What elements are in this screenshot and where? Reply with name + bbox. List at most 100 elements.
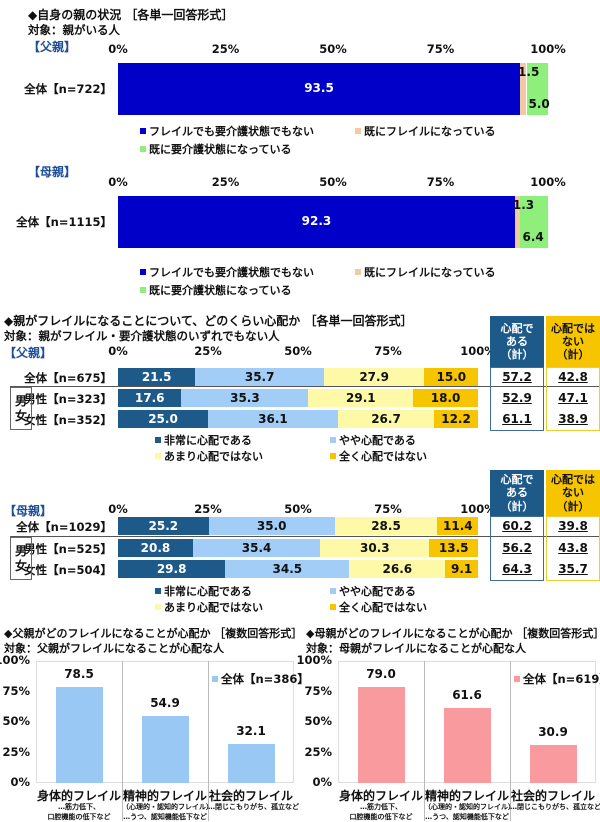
axis-tick-label: 50%: [319, 42, 347, 56]
bar-segment-0: 25.0: [118, 410, 208, 428]
group-label-mother: 【母親】: [28, 165, 77, 179]
summary-value: 38.9: [558, 412, 588, 426]
bar: [55, 687, 103, 783]
data-label: 61.6: [452, 687, 482, 702]
legend-label: 非常に心配である: [164, 434, 252, 447]
legend-label: あまり心配ではない: [164, 601, 263, 614]
bar-segment-1: 35.7: [195, 368, 324, 386]
section1-title: ◆自身の親の状況 ［各単一回答形式］: [28, 8, 234, 22]
data-label: 54.9: [150, 696, 180, 711]
stacked-bar-row: 25.2 35.0 28.5 11.4: [118, 517, 479, 535]
y-tick-label: 100%: [0, 653, 30, 667]
legend-swatch: [355, 128, 361, 134]
data-label: 1.5: [518, 65, 540, 79]
summary-value: 39.8: [558, 519, 588, 533]
legend-swatch: [330, 604, 336, 610]
summary-value: 42.8: [558, 370, 588, 384]
axis-tick-label: 100%: [460, 502, 496, 516]
data-label: 32.1: [236, 723, 266, 738]
axis-tick-label: 50%: [319, 175, 347, 189]
data-label: 92.3: [301, 214, 332, 228]
row-label: 男性【n=525】: [24, 542, 112, 556]
row-label: 全体【n=675】: [24, 371, 112, 385]
bar: [529, 745, 577, 783]
axis-tick-label: 75%: [374, 344, 402, 358]
bar-segment-3: 13.5: [429, 539, 478, 557]
category-note: …うつ、認知機能低下など: [425, 813, 509, 821]
category-note: （心理的・認知的フレイル）: [424, 803, 515, 811]
axis-tick-label: 0%: [108, 175, 128, 189]
worried-total-header: 心配で ある （計）: [490, 470, 544, 516]
bar-segment-1: 35.3: [181, 389, 309, 407]
y-tick-label: 75%: [304, 683, 332, 698]
y-tick-label: 50%: [2, 714, 30, 728]
stacked-bar-row: 20.8 35.4 30.3 13.5: [118, 539, 478, 557]
bar-segment-1: 35.0: [208, 517, 335, 535]
category-separator: [510, 661, 511, 821]
legend-item: 既にフレイルになっている: [355, 264, 495, 280]
mother-frailty-title: ◆母親がどのフレイルになることが心配か ［複数回答形式］: [306, 627, 600, 640]
summary-value: 64.3: [502, 562, 532, 576]
gender-label: 男: [14, 543, 27, 558]
y-tick-label: 50%: [304, 714, 332, 728]
bar-segment-1: [514, 196, 521, 248]
category-separator: [122, 661, 123, 821]
legend-label: 全く心配ではない: [339, 450, 427, 463]
bar-segment-0: 21.5: [118, 368, 196, 386]
category-label: 社会的フレイル: [208, 789, 293, 803]
legend-swatch: [140, 128, 146, 134]
data-label: 79.0: [366, 666, 396, 681]
legend-swatch: [330, 437, 336, 443]
gender-group-box: 男女: [10, 387, 32, 430]
data-label: 1.3: [512, 198, 535, 212]
bar-segment-1: [520, 63, 527, 115]
legend-label: フレイルでも要介護状態でもない: [149, 125, 314, 138]
section2-title: ◆親がフレイルになることについて、どのくらい心配か ［各単一回答形式］: [4, 314, 413, 328]
row-divider: [10, 386, 600, 387]
not-worried-total-header: 心配では ない （計）: [546, 470, 600, 516]
axis-tick-label: 25%: [211, 42, 240, 56]
bar-segment-1: 34.5: [225, 560, 350, 578]
category-note: 口腔機能の低下など: [349, 813, 413, 821]
summary-value: 57.2: [502, 370, 532, 384]
axis-tick-label: 100%: [530, 175, 566, 189]
not-worried-total-column: 39.8 43.8 35.7: [546, 516, 600, 581]
gender-label: 男: [14, 393, 27, 408]
not-worried-total-header: 心配では ない （計）: [546, 316, 600, 367]
legend-swatch: [140, 287, 146, 293]
data-label: 5.0: [528, 97, 550, 111]
legend-item: 全く心配ではない: [330, 448, 427, 464]
axis-tick-label: 50%: [284, 344, 312, 358]
legend-label: 全く心配ではない: [339, 601, 427, 614]
stacked-bar-row: 17.6 35.3 29.1 18.0: [118, 389, 478, 407]
worried-total-column: 60.2 56.2 64.3: [490, 516, 544, 581]
legend-item: フレイルでも要介護状態でもない: [140, 123, 314, 139]
axis-tick-label: 75%: [426, 42, 455, 56]
bar: [357, 686, 405, 783]
bar-segment-0: [118, 196, 515, 248]
data-label: 93.5: [304, 81, 334, 95]
category-label: 身体的フレイル: [36, 789, 121, 803]
legend-item: フレイルでも要介護状態でもない: [140, 264, 314, 280]
legend-swatch: [140, 146, 146, 152]
bar-segment-2: 27.9: [323, 368, 425, 386]
axis-tick-label: 25%: [194, 344, 222, 358]
gender-label: 女: [14, 558, 27, 573]
mother-frailty-subtitle: 対象：母親がフレイルになることが心配な人: [306, 642, 526, 655]
axis-tick-label: 75%: [374, 502, 402, 516]
axis-tick-label: 100%: [460, 344, 496, 358]
not-worried-total-column: 42.8 47.1 38.9: [546, 367, 600, 431]
legend-swatch: [155, 453, 161, 459]
category-note: …うつ、認知機能低下など: [123, 813, 207, 821]
axis-tick-label: 0%: [108, 344, 128, 358]
section2-subtitle: 対象：親がフレイル・要介護状態のいずれでもない人: [4, 329, 280, 343]
bar-segment-3: 11.4: [437, 517, 479, 535]
category-label: 精神的フレイル: [424, 789, 509, 803]
legend-item: やや心配である: [330, 432, 416, 448]
bar-segment-2: [526, 63, 548, 115]
legend-item: 既に要介護状態になっている: [140, 282, 291, 298]
category-label: 精神的フレイル: [122, 789, 207, 803]
bar-segment-0: 20.8: [118, 539, 193, 557]
row-label: 全体【n=1115】: [16, 215, 112, 229]
legend-swatch: [140, 269, 146, 275]
